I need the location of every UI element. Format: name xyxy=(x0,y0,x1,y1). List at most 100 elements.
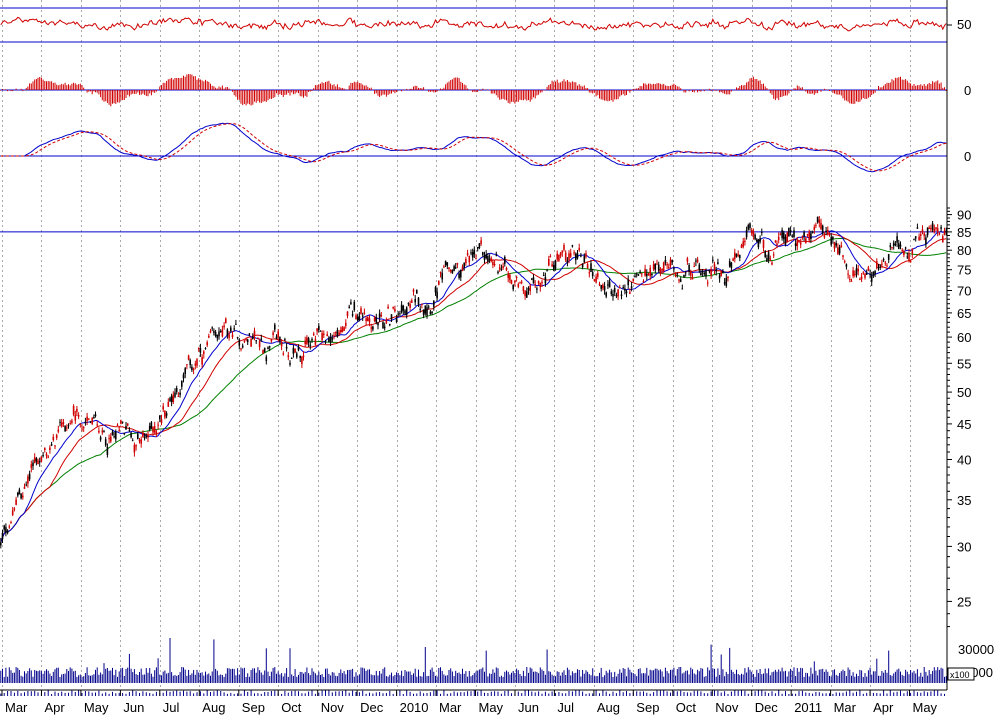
candle-body xyxy=(307,338,310,343)
candle-body xyxy=(340,330,342,332)
candle-body xyxy=(159,415,161,420)
candle-body xyxy=(316,328,318,332)
candle-body xyxy=(395,317,398,322)
candle-body xyxy=(662,262,665,271)
candle-body xyxy=(504,256,506,264)
candle-body xyxy=(79,423,82,425)
candle-body xyxy=(806,234,809,236)
candle-body xyxy=(466,253,469,255)
candle-body xyxy=(706,282,709,284)
candle-body xyxy=(532,277,535,284)
candle-body xyxy=(635,273,638,275)
candle-body xyxy=(304,340,306,345)
candle-body xyxy=(830,237,832,245)
histogram-tick-0: 0 xyxy=(964,83,971,98)
candle-body xyxy=(390,314,393,320)
candle-body xyxy=(639,271,641,273)
candle-body xyxy=(849,279,851,280)
candle-body xyxy=(361,315,364,317)
candle-body xyxy=(135,445,137,447)
candle-body xyxy=(214,331,217,336)
candle-body xyxy=(576,253,579,259)
candle-body xyxy=(524,291,526,297)
volume-multiplier-label: x100 xyxy=(950,670,970,680)
candle-body xyxy=(688,265,690,272)
candle-body xyxy=(514,280,516,283)
price-tick-30: 30 xyxy=(957,539,971,554)
candle-body xyxy=(531,278,533,280)
candle-body xyxy=(700,272,702,276)
candle-body xyxy=(444,261,447,265)
candle-body xyxy=(505,267,508,271)
candle-body xyxy=(637,274,640,276)
candle-body xyxy=(597,273,599,277)
candle-body xyxy=(586,264,589,269)
macd-line xyxy=(0,122,947,173)
candle-body xyxy=(909,260,912,263)
candle-body xyxy=(299,355,301,358)
candle-body xyxy=(527,288,530,291)
candle-body xyxy=(314,339,317,345)
candle-body xyxy=(255,340,257,342)
candle-body xyxy=(629,292,631,294)
candle-body xyxy=(652,264,655,270)
candle-body xyxy=(329,337,332,343)
candle-body xyxy=(492,261,494,266)
candle-body xyxy=(681,288,684,290)
candle-body xyxy=(847,273,849,275)
candle-body xyxy=(561,250,564,253)
candle-body xyxy=(301,356,303,365)
candle-body xyxy=(896,236,898,243)
candle-body xyxy=(497,271,499,274)
candle-body xyxy=(59,421,61,423)
candle-body xyxy=(627,279,629,285)
candle-body xyxy=(454,267,457,269)
candle-body xyxy=(60,422,63,427)
x-label-Jul: Jul xyxy=(557,700,574,715)
candle-body xyxy=(886,265,888,267)
candle-body xyxy=(356,317,359,321)
candle-body xyxy=(529,285,531,291)
candle-body xyxy=(458,273,460,278)
candle-body xyxy=(784,236,787,245)
candle-body xyxy=(756,239,758,242)
candle-body xyxy=(571,245,574,247)
x-label-Mar: Mar xyxy=(5,700,28,715)
candle-body xyxy=(843,261,846,263)
candle-body xyxy=(449,269,452,272)
candle-body xyxy=(174,392,176,397)
candle-body xyxy=(382,322,384,329)
candle-body xyxy=(196,359,198,366)
candle-body xyxy=(76,409,78,412)
candle-body xyxy=(346,311,349,316)
candle-body xyxy=(182,374,185,379)
candle-body xyxy=(225,318,227,324)
candle-body xyxy=(33,457,36,463)
candle-body xyxy=(106,447,109,455)
candle-body xyxy=(426,307,428,316)
candle-body xyxy=(405,307,408,316)
candle-body xyxy=(752,231,755,236)
candle-body xyxy=(710,269,712,276)
candle-body xyxy=(71,420,73,423)
candle-body xyxy=(476,247,479,249)
volume-multiplier-box xyxy=(947,667,975,681)
candle-body xyxy=(754,234,756,240)
candle-body xyxy=(659,269,662,274)
candle-body xyxy=(725,277,728,286)
x-label-Nov: Nov xyxy=(715,700,739,715)
candle-body xyxy=(3,525,5,530)
price-tick-90: 90 xyxy=(957,208,971,223)
candle-body xyxy=(668,266,670,269)
price-tick-35: 35 xyxy=(957,493,971,508)
candle-body xyxy=(842,255,844,257)
candle-body xyxy=(296,353,298,358)
candle-body xyxy=(684,272,687,274)
candle-body xyxy=(823,236,826,238)
candle-body xyxy=(319,330,322,332)
candle-body xyxy=(625,291,628,294)
candle-body xyxy=(96,424,98,426)
candle-body xyxy=(431,311,433,313)
candle-body xyxy=(74,415,77,421)
x-label-Jul: Jul xyxy=(163,700,180,715)
